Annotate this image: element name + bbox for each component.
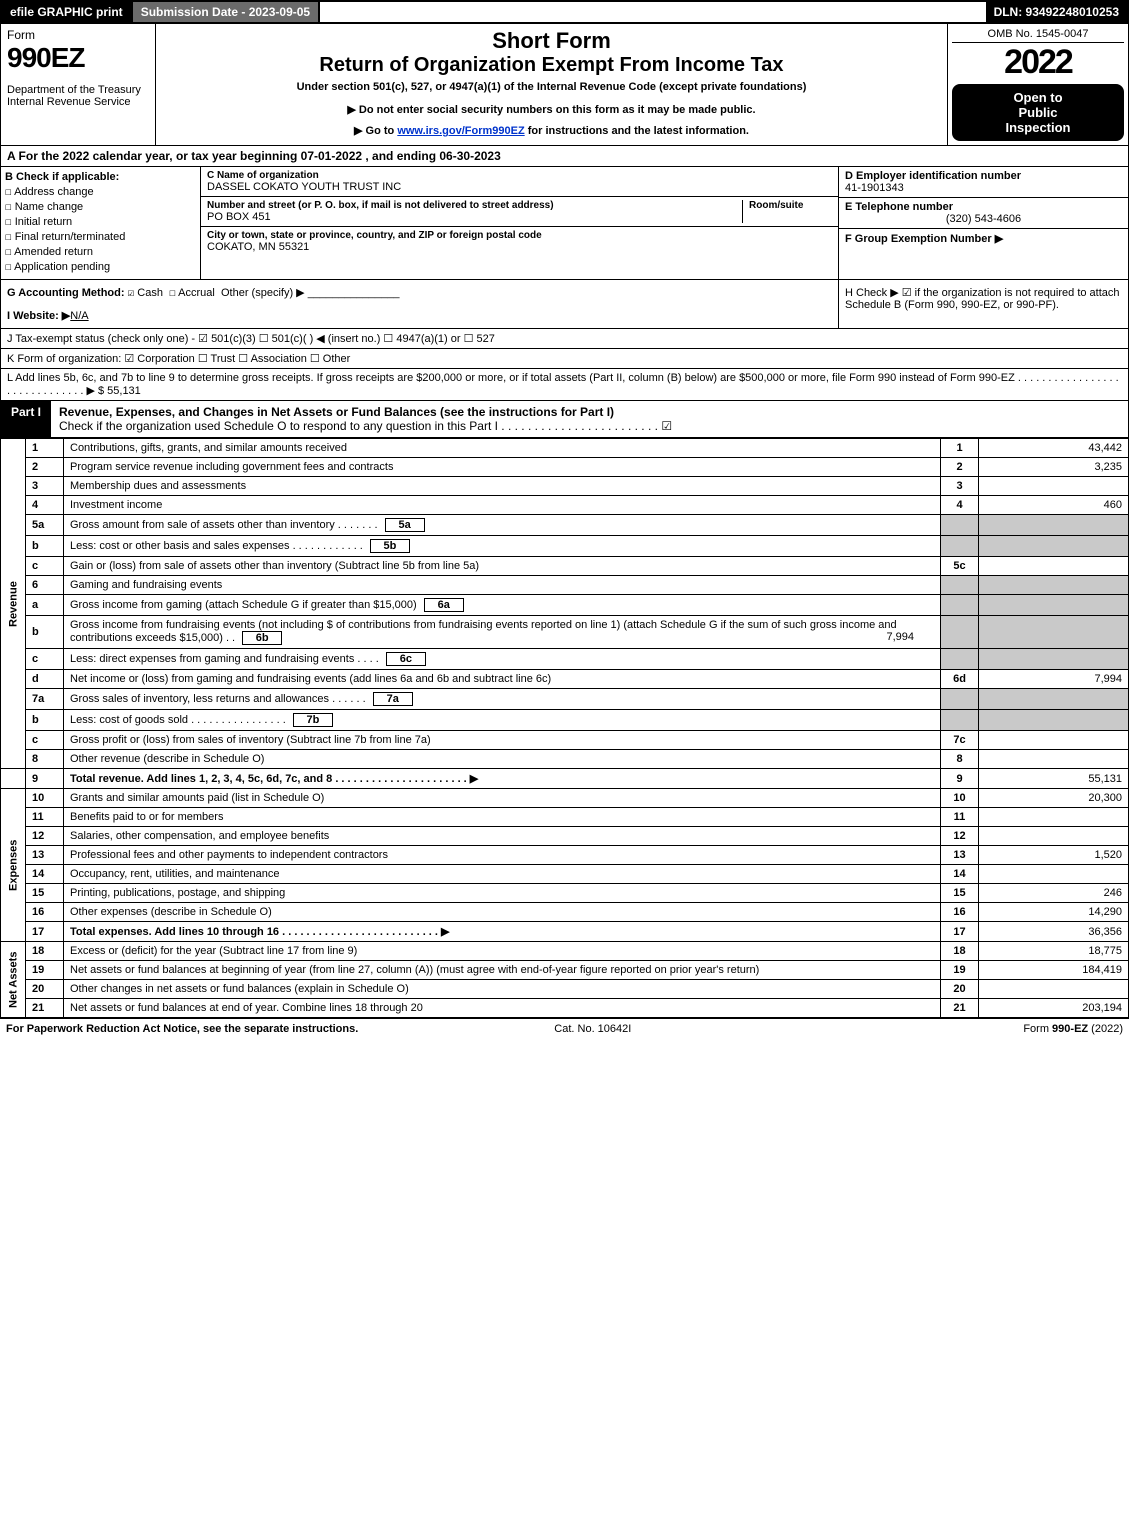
open-line1: Open to	[956, 90, 1120, 105]
org-city: COKATO, MN 55321	[207, 241, 832, 253]
chk-final-return[interactable]: ☐ Final return/terminated	[5, 230, 196, 243]
g-label: G Accounting Method:	[7, 287, 125, 299]
chk-name-change[interactable]: ☐ Name change	[5, 200, 196, 213]
row-k: K Form of organization: ☑ Corporation ☐ …	[0, 349, 1129, 369]
chk-address-change[interactable]: ☐ Address change	[5, 185, 196, 198]
header-right: OMB No. 1545-0047 2022 Open to Public In…	[948, 24, 1128, 145]
ein-value: 41-1901343	[845, 182, 904, 194]
form-header: Form 990EZ Department of the Treasury In…	[0, 24, 1129, 146]
part1-tag: Part I	[1, 401, 51, 437]
gh-block: G Accounting Method: ☑ Cash ☐ Accrual Ot…	[0, 280, 1129, 329]
section-g: G Accounting Method: ☑ Cash ☐ Accrual Ot…	[1, 280, 838, 328]
chk-application-pending[interactable]: ☐ Application pending	[5, 260, 196, 273]
dln: DLN: 93492248010253	[986, 2, 1127, 22]
form-word: Form	[7, 28, 149, 42]
open-line3: Inspection	[956, 120, 1120, 135]
header-center: Short Form Return of Organization Exempt…	[156, 24, 948, 145]
ln1-num: 1	[26, 439, 64, 458]
f-label: F Group Exemption Number ▶	[845, 233, 1003, 245]
form-number: 990EZ	[7, 42, 149, 74]
section-h: H Check ▶ ☑ if the organization is not r…	[838, 280, 1128, 328]
top-bar: efile GRAPHIC print Submission Date - 20…	[0, 0, 1129, 24]
i-label: I Website: ▶	[7, 310, 70, 322]
return-title: Return of Organization Exempt From Incom…	[162, 54, 941, 77]
go-suffix: for instructions and the latest informat…	[525, 125, 749, 137]
row-l: L Add lines 5b, 6c, and 7b to line 9 to …	[0, 369, 1129, 401]
efile-label: efile GRAPHIC print	[2, 2, 133, 22]
footer-right: Form 990-EZ (2022)	[1023, 1023, 1123, 1035]
c-city-label: City or town, state or province, country…	[207, 230, 832, 241]
row-a-tax-year: A For the 2022 calendar year, or tax yea…	[0, 146, 1129, 167]
c-addr-label: Number and street (or P. O. box, if mail…	[207, 200, 742, 211]
b-title: B Check if applicable:	[5, 171, 119, 183]
ln1-amt: 43,442	[979, 439, 1129, 458]
irs-link[interactable]: www.irs.gov/Form990EZ	[397, 125, 524, 137]
g-cash: Cash	[137, 287, 163, 299]
department: Department of the Treasury Internal Reve…	[7, 84, 149, 108]
submission-date: Submission Date - 2023-09-05	[133, 2, 320, 22]
footer-center: Cat. No. 10642I	[554, 1023, 631, 1035]
d-label: D Employer identification number	[845, 170, 1021, 182]
website-value: N/A	[70, 310, 88, 322]
open-line2: Public	[956, 105, 1120, 120]
footer: For Paperwork Reduction Act Notice, see …	[0, 1018, 1129, 1039]
section-c: C Name of organization DASSEL COKATO YOU…	[201, 167, 838, 279]
g-accrual: Accrual	[178, 287, 215, 299]
ln1-text: Contributions, gifts, grants, and simila…	[64, 439, 941, 458]
net-assets-label: Net Assets	[1, 942, 26, 1018]
chk-initial-return[interactable]: ☐ Initial return	[5, 215, 196, 228]
expenses-label: Expenses	[1, 789, 26, 942]
bc-block: B Check if applicable: ☐ Address change …	[0, 167, 1129, 280]
chk-amended-return[interactable]: ☐ Amended return	[5, 245, 196, 258]
go-to-line: ▶ Go to www.irs.gov/Form990EZ for instru…	[162, 124, 941, 137]
org-address: PO BOX 451	[207, 211, 742, 223]
footer-left: For Paperwork Reduction Act Notice, see …	[6, 1023, 358, 1035]
part1-subtitle: Check if the organization used Schedule …	[59, 419, 672, 433]
phone-value: (320) 543-4606	[845, 213, 1122, 225]
part1-title-wrap: Revenue, Expenses, and Changes in Net As…	[51, 401, 1128, 437]
e-label: E Telephone number	[845, 201, 953, 213]
go-prefix: ▶ Go to	[354, 125, 397, 137]
c-name-label: C Name of organization	[207, 170, 832, 181]
org-name: DASSEL COKATO YOUTH TRUST INC	[207, 181, 832, 193]
g-other: Other (specify) ▶	[221, 287, 305, 299]
row-j: J Tax-exempt status (check only one) - ☑…	[0, 329, 1129, 349]
ssn-warning: ▶ Do not enter social security numbers o…	[162, 103, 941, 116]
open-public-badge: Open to Public Inspection	[952, 84, 1124, 141]
part1-header: Part I Revenue, Expenses, and Changes in…	[0, 401, 1129, 438]
section-b: B Check if applicable: ☐ Address change …	[1, 167, 201, 279]
omb-number: OMB No. 1545-0047	[952, 28, 1124, 43]
header-left: Form 990EZ Department of the Treasury In…	[1, 24, 156, 145]
under-section: Under section 501(c), 527, or 4947(a)(1)…	[162, 81, 941, 93]
part1-title: Revenue, Expenses, and Changes in Net As…	[59, 405, 614, 419]
short-form-title: Short Form	[162, 28, 941, 54]
ln1-ref: 1	[941, 439, 979, 458]
section-def: D Employer identification number 41-1901…	[838, 167, 1128, 279]
tax-year: 2022	[952, 43, 1124, 82]
revenue-label: Revenue	[1, 439, 26, 769]
part1-table: Revenue 1 Contributions, gifts, grants, …	[0, 438, 1129, 1018]
room-suite-label: Room/suite	[742, 200, 832, 223]
